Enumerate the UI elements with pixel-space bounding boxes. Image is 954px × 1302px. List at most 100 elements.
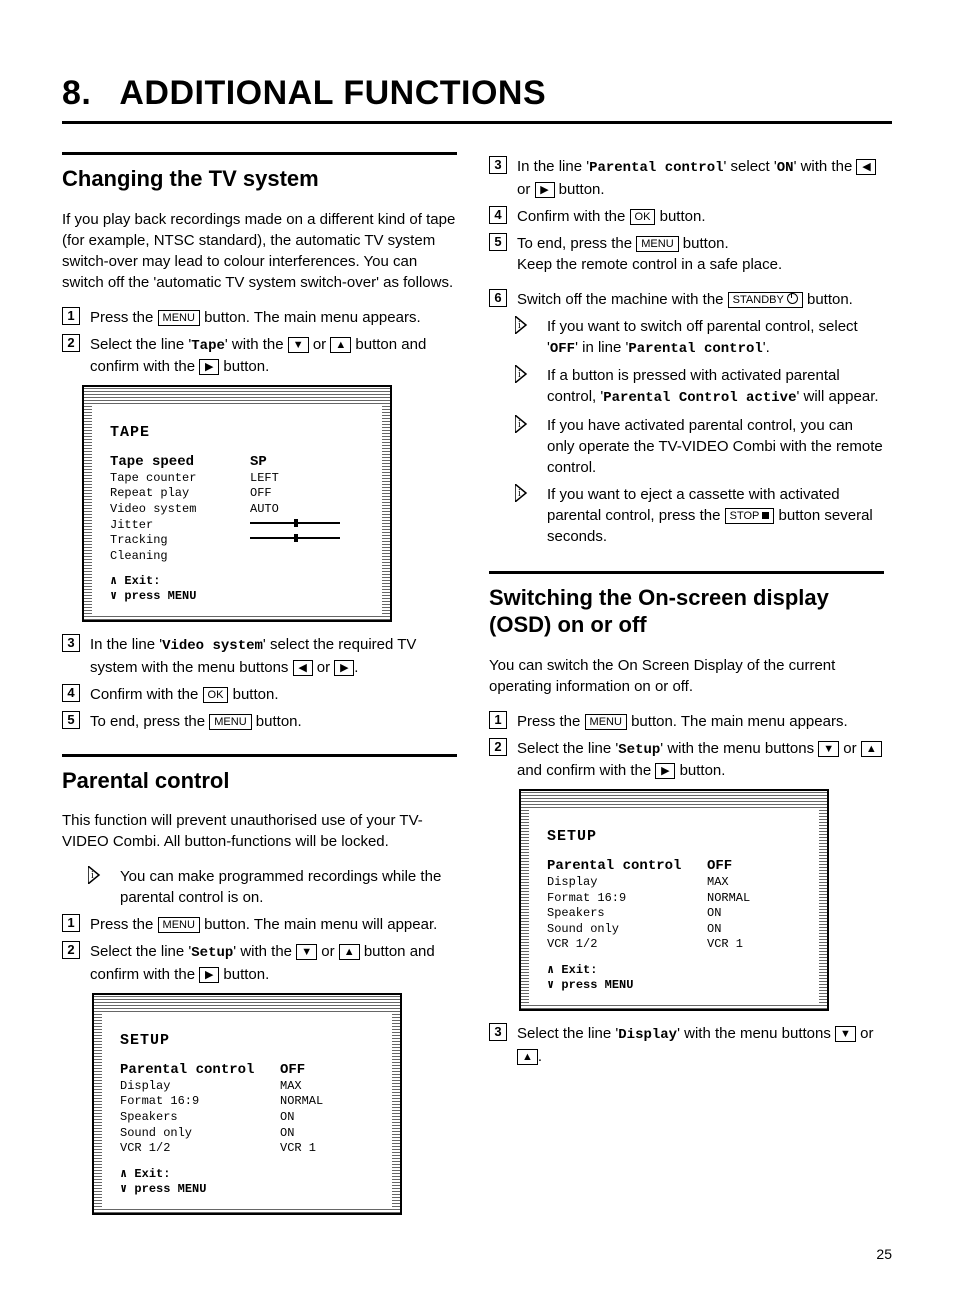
step-number: 2	[489, 738, 507, 756]
step-number: 2	[62, 941, 80, 959]
step: 1 Press the MENU button. The main menu a…	[489, 711, 884, 732]
step-text: Select the line 'Tape' with the ▼ or ▲ b…	[90, 334, 457, 378]
right-key: ▶	[334, 660, 354, 676]
right-key: ▶	[199, 359, 219, 375]
step-number: 3	[62, 634, 80, 652]
step-number: 6	[489, 289, 507, 307]
step: 2 Select the line 'Setup' with the menu …	[489, 738, 884, 782]
svg-text:i: i	[518, 488, 521, 499]
ok-key: OK	[203, 687, 229, 703]
down-key: ▼	[835, 1026, 856, 1042]
section-intro: This function will prevent unauthorised …	[62, 810, 457, 852]
svg-text:i: i	[91, 870, 94, 881]
tip: i If you want to eject a cassette with a…	[489, 484, 884, 547]
step: 2 Select the line 'Setup' with the ▼ or …	[62, 941, 457, 985]
up-key: ▲	[339, 944, 360, 960]
step: 1 Press the MENU button. The main menu a…	[62, 307, 457, 328]
slider-icon	[250, 537, 340, 539]
left-key: ◀	[856, 159, 876, 175]
step-number: 1	[62, 914, 80, 932]
left-column: Changing the TV system If you play back …	[62, 146, 457, 1227]
chapter-heading: 8. ADDITIONAL FUNCTIONS	[62, 74, 892, 124]
step-number: 1	[62, 307, 80, 325]
info-arrow-icon: i	[88, 866, 110, 884]
chapter-number: 8.	[62, 74, 91, 112]
manual-page: 8. ADDITIONAL FUNCTIONS Changing the TV s…	[0, 0, 954, 1302]
step-text: Press the MENU button. The main menu wil…	[90, 914, 457, 935]
step-number: 3	[489, 156, 507, 174]
tip: i If you have activated parental control…	[489, 415, 884, 478]
menu-key: MENU	[209, 714, 251, 730]
step: 3 In the line 'Video system' select the …	[62, 634, 457, 678]
standby-key: STANDBY	[728, 292, 803, 308]
stop-icon	[762, 512, 769, 519]
step-number: 4	[489, 206, 507, 224]
section-title: Switching the On-screen display (OSD) on…	[489, 584, 884, 639]
step: 5 To end, press the MENU button.	[62, 711, 457, 732]
menu-key: MENU	[158, 917, 200, 933]
step-text: Press the MENU button. The main menu app…	[90, 307, 457, 328]
osd-title: TAPE	[110, 423, 364, 443]
step-text: Confirm with the OK button.	[517, 206, 884, 227]
svg-text:i: i	[518, 369, 521, 380]
menu-key: MENU	[158, 310, 200, 326]
step-text: Press the MENU button. The main menu app…	[517, 711, 884, 732]
ok-key: OK	[630, 209, 656, 225]
info-arrow-icon: i	[515, 484, 537, 502]
rule	[62, 152, 457, 155]
tip: i You can make programmed recordings whi…	[62, 866, 457, 908]
info-arrow-icon: i	[515, 365, 537, 383]
right-column: 3 In the line 'Parental control' select …	[489, 146, 884, 1227]
rule	[489, 571, 884, 574]
rule	[62, 754, 457, 757]
step-text: Select the line 'Display' with the menu …	[517, 1023, 884, 1067]
down-key: ▼	[296, 944, 317, 960]
step-number: 3	[489, 1023, 507, 1041]
power-icon	[787, 293, 798, 304]
osd-title: SETUP	[120, 1031, 374, 1051]
osd-setup-screen: SETUP Parental controlOFF DisplayMAX For…	[519, 789, 829, 1011]
step: 6 Switch off the machine with the STANDB…	[489, 289, 884, 310]
step-number: 1	[489, 711, 507, 729]
menu-key: MENU	[636, 236, 678, 252]
svg-text:i: i	[518, 419, 521, 430]
down-key: ▼	[818, 741, 839, 757]
step-text: Select the line 'Setup' with the ▼ or ▲ …	[90, 941, 457, 985]
osd-tape-screen: TAPE Tape speedSP Tape counterLEFT Repea…	[82, 385, 392, 622]
up-key: ▲	[861, 741, 882, 757]
step-number: 5	[62, 711, 80, 729]
step-text: Select the line 'Setup' with the menu bu…	[517, 738, 884, 782]
section-title: Changing the TV system	[62, 165, 457, 193]
section-title: Parental control	[62, 767, 457, 795]
step: 3 In the line 'Parental control' select …	[489, 156, 884, 200]
up-key: ▲	[517, 1049, 538, 1065]
step: 1 Press the MENU button. The main menu w…	[62, 914, 457, 935]
section-intro: If you play back recordings made on a di…	[62, 209, 457, 293]
info-arrow-icon: i	[515, 415, 537, 433]
tip: i If a button is pressed with activated …	[489, 365, 884, 409]
info-arrow-icon: i	[515, 316, 537, 334]
step: 5 To end, press the MENU button. Keep th…	[489, 233, 884, 275]
step-number: 5	[489, 233, 507, 251]
step-text: To end, press the MENU button. Keep the …	[517, 233, 884, 275]
step: 3 Select the line 'Display' with the men…	[489, 1023, 884, 1067]
up-key: ▲	[330, 337, 351, 353]
down-key: ▼	[288, 337, 309, 353]
svg-text:i: i	[518, 320, 521, 331]
page-number: 25	[876, 1246, 892, 1262]
right-key: ▶	[535, 182, 555, 198]
step-text: To end, press the MENU button.	[90, 711, 457, 732]
right-key: ▶	[199, 967, 219, 983]
slider-icon	[250, 522, 340, 524]
step-text: In the line 'Parental control' select 'O…	[517, 156, 884, 200]
osd-setup-screen: SETUP Parental controlOFF DisplayMAX For…	[92, 993, 402, 1215]
osd-title: SETUP	[547, 827, 801, 847]
chapter-title: ADDITIONAL FUNCTIONS	[119, 74, 546, 112]
left-key: ◀	[293, 660, 313, 676]
step: 4 Confirm with the OK button.	[489, 206, 884, 227]
step-text: Switch off the machine with the STANDBY …	[517, 289, 884, 310]
step: 2 Select the line 'Tape' with the ▼ or ▲…	[62, 334, 457, 378]
menu-key: MENU	[585, 714, 627, 730]
two-column-layout: Changing the TV system If you play back …	[62, 146, 892, 1227]
right-key: ▶	[655, 763, 675, 779]
